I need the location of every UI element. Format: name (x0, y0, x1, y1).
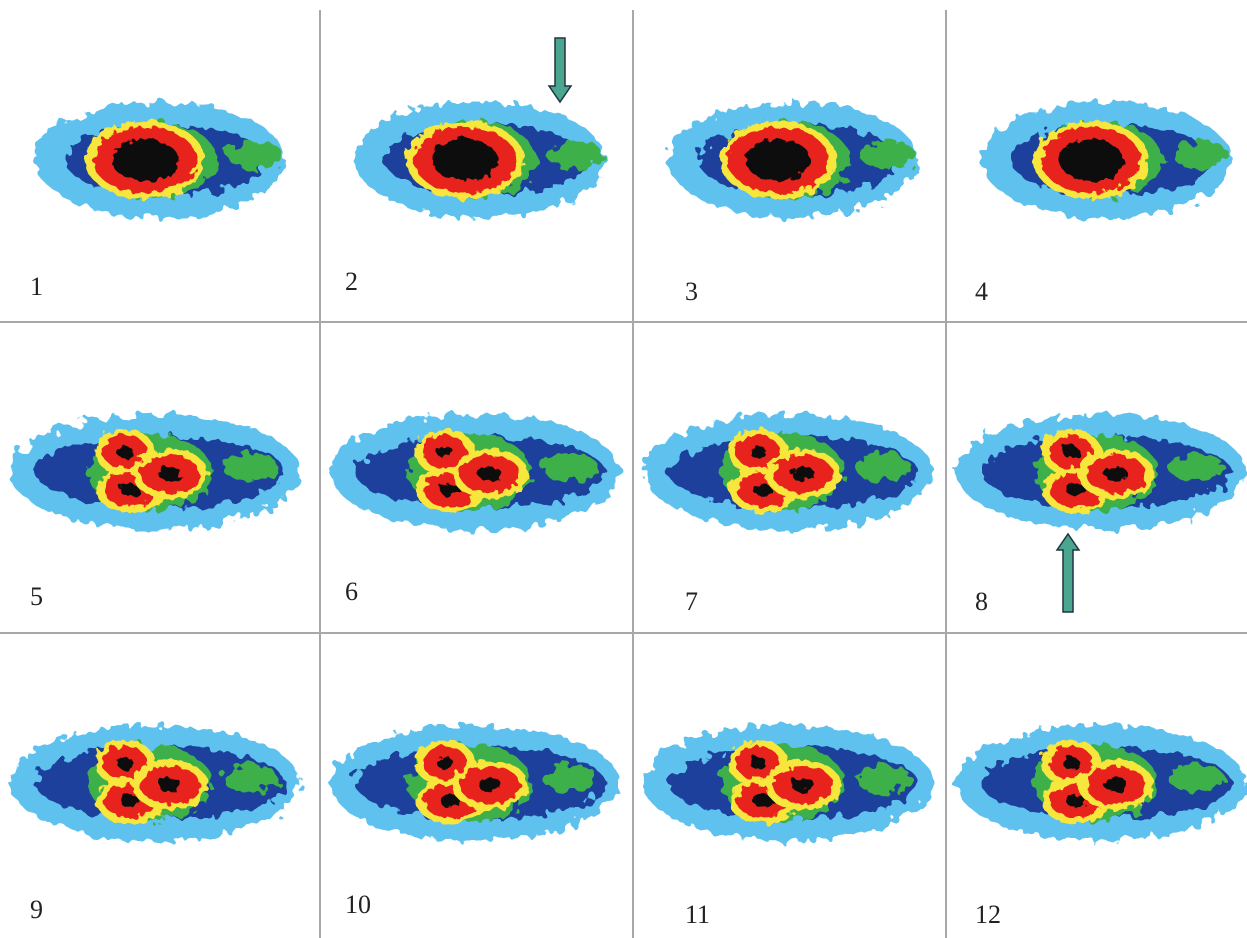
panel-label: 11 (685, 900, 710, 929)
scan-image (981, 102, 1231, 218)
black-zone (791, 778, 814, 792)
scan-image (956, 414, 1246, 530)
tail (542, 453, 598, 481)
black-zone (750, 446, 766, 459)
black-zone (791, 467, 814, 481)
tail (1168, 453, 1224, 481)
black-zone (478, 467, 501, 481)
scan-images (10, 102, 1246, 841)
hot-layer (406, 121, 525, 199)
figure: 123456789101112 (0, 0, 1247, 938)
panel-label: 7 (685, 587, 698, 616)
black-zone (478, 778, 501, 792)
scan-image (10, 725, 300, 841)
tail (860, 141, 916, 169)
scan-image (35, 102, 285, 218)
tail (855, 453, 911, 481)
scan-image (956, 725, 1246, 841)
black-zone (750, 757, 766, 770)
scan-image (330, 725, 620, 841)
arrow (549, 38, 571, 102)
black-zone (437, 446, 453, 459)
panel-label: 10 (345, 890, 371, 919)
tail (227, 141, 283, 169)
scan-image (330, 414, 620, 530)
panel-label: 12 (975, 900, 1001, 929)
hot-layer (85, 121, 205, 199)
panel-label: 6 (345, 577, 358, 606)
black-zone (158, 778, 181, 792)
black-zone (111, 139, 178, 181)
tail (222, 764, 278, 792)
panel-label: 8 (975, 587, 988, 616)
black-zone (1104, 467, 1127, 481)
panel-label: 2 (345, 267, 358, 296)
scan-image (668, 102, 918, 218)
tail (547, 141, 603, 169)
black-zone (1063, 446, 1079, 459)
hot-layer (1033, 121, 1149, 199)
tail (1173, 141, 1229, 169)
tail (855, 764, 911, 792)
scan-image (10, 414, 300, 530)
black-zone (1104, 778, 1127, 792)
black-zone (158, 467, 181, 481)
black-zone (117, 446, 133, 459)
tail (542, 764, 598, 792)
panel-label: 9 (30, 895, 43, 924)
tail (222, 453, 278, 481)
scan-image (643, 725, 933, 841)
panel-label: 3 (685, 277, 698, 306)
panel-label: 1 (30, 272, 43, 301)
scan-image (643, 414, 933, 530)
black-zone (117, 757, 133, 770)
black-zone (1059, 139, 1123, 181)
tail (1168, 764, 1224, 792)
panel-label: 4 (975, 277, 988, 306)
panel-label: 5 (30, 582, 43, 611)
scan-image (355, 102, 605, 218)
black-zone (1063, 757, 1079, 770)
hot-layer (719, 121, 836, 199)
arrow (1057, 534, 1079, 612)
black-zone (432, 139, 498, 181)
black-zone (745, 139, 810, 181)
black-zone (437, 757, 453, 770)
